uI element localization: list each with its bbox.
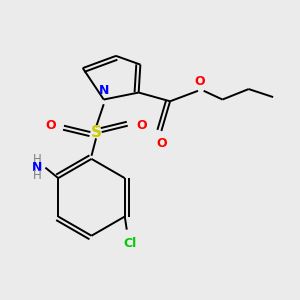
Text: Cl: Cl: [123, 238, 136, 250]
Text: H: H: [33, 153, 42, 166]
Text: O: O: [194, 75, 205, 88]
Text: O: O: [156, 137, 167, 150]
Text: N: N: [98, 84, 109, 97]
Text: H: H: [33, 169, 42, 182]
Text: S: S: [91, 125, 101, 140]
Text: O: O: [45, 119, 56, 132]
Text: N: N: [32, 161, 43, 174]
Text: O: O: [136, 119, 147, 132]
